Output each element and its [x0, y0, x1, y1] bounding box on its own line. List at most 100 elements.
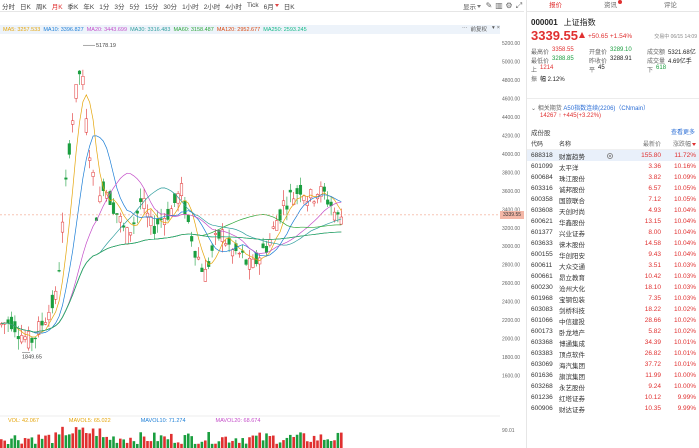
period-tab-label: 15分	[144, 3, 159, 11]
table-row[interactable]: 600173 卧龙地产 5.82 10.02%	[527, 326, 699, 337]
table-row[interactable]: 600906 财达证券 10.35 9.99%	[527, 403, 699, 414]
candle-body	[200, 267, 204, 272]
indicator-icon[interactable]: ▥	[495, 1, 503, 10]
period-tab[interactable]: 30分	[161, 0, 180, 12]
row-code: 603383	[531, 350, 553, 357]
y-axis-label: 1800.00	[502, 355, 520, 361]
period-tab[interactable]: Tick	[245, 0, 262, 12]
table-row[interactable]: 600621 华鑫股份 13.15 10.04%	[527, 216, 699, 227]
table-row[interactable]: 603608 天创时尚 4.93 10.04%	[527, 205, 699, 216]
chevron-down-icon[interactable]: ⌄	[531, 106, 537, 112]
y-axis-label: 2600.00	[502, 281, 520, 287]
ma-legend-close-icon[interactable]: ×	[496, 25, 500, 31]
period-tab[interactable]: 年K	[81, 0, 97, 12]
table-row[interactable]: 601968 宝钢包装 7.35 10.03%	[527, 293, 699, 304]
table-row[interactable]: 603268 永艺股份 9.24 10.00%	[527, 381, 699, 392]
panel-tab[interactable]: 评论	[642, 0, 699, 11]
row-price: 155.80	[641, 152, 661, 159]
row-code: 603069	[531, 361, 553, 368]
adjust-dropdown[interactable]: 前复权	[470, 27, 488, 33]
display-dropdown[interactable]: 显示	[460, 1, 484, 11]
candle-body	[302, 195, 306, 201]
table-row[interactable]: 600358 国旅联合 7.12 10.05%	[527, 194, 699, 205]
related-futures-label: 相关期货	[537, 106, 562, 112]
header-price[interactable]: 最新价	[642, 142, 661, 148]
table-row[interactable]: 601636 旗滨集团 11.99 10.00%	[527, 370, 699, 381]
related-futures-link[interactable]: A50指数连续(2206)（CNmain）	[563, 106, 650, 112]
stat-item: 最低价 3288.85	[531, 56, 589, 65]
table-row[interactable]: 600684 珠江股份 3.82 10.09%	[527, 172, 699, 183]
period-tab[interactable]: 月K	[50, 0, 66, 12]
header-pct[interactable]: 涨跌幅	[661, 139, 698, 148]
chevron-down-icon[interactable]	[274, 4, 279, 7]
table-row[interactable]: 600230 沧州大化 18.10 10.03%	[527, 282, 699, 293]
period-tab[interactable]: 1分	[97, 0, 112, 12]
view-more-link[interactable]: 查看更多	[670, 130, 695, 136]
candle-body	[312, 201, 316, 204]
ma-legend-chevron-icon[interactable]: ▾	[492, 25, 495, 31]
period-tab[interactable]: 6月	[262, 0, 282, 12]
candle-body	[145, 212, 150, 218]
table-row[interactable]: 601099 太平洋 3.36 10.16%	[527, 161, 699, 172]
table-row[interactable]: 603633 徕木股份 14.58 10.04%	[527, 238, 699, 249]
period-tab-label: 5分	[129, 3, 140, 11]
related-futures[interactable]: ⌄ 相关期货 A50指数连续(2206)（CNmain）	[531, 103, 697, 112]
table-row[interactable]: 603383 顶点软件 26.82 10.01%	[527, 348, 699, 359]
candle-body	[111, 202, 116, 214]
table-row[interactable]: 601066 中信建投 28.66 10.02%	[527, 315, 699, 326]
period-tab[interactable]: 2小时	[202, 0, 224, 12]
row-name: 太平洋	[559, 164, 579, 172]
row-name: 华鑫股份	[559, 219, 585, 227]
candle-body	[139, 198, 143, 203]
header-code[interactable]: 代码	[531, 142, 544, 148]
y-axis-label: 2200.00	[502, 318, 520, 324]
volume-bar	[221, 437, 224, 448]
fullscreen-icon[interactable]: ⤢	[515, 0, 523, 10]
panel-tab[interactable]: 资讯	[584, 0, 641, 11]
candle-body	[309, 189, 313, 199]
table-row[interactable]: 603316 诚邦股份 6.57 10.05%	[527, 183, 699, 194]
period-tab[interactable]: 5分	[127, 0, 142, 12]
table-row[interactable]: 603069 海汽集团 37.72 10.01%	[527, 359, 699, 370]
candle-body	[186, 214, 190, 223]
period-tab[interactable]: 1小时	[180, 0, 202, 12]
table-row[interactable]: 601236 红塔证券 10.12 9.99%	[527, 392, 699, 403]
ma-line	[1, 93, 342, 338]
table-row[interactable]: 600611 大众交通 3.51 10.03%	[527, 260, 699, 271]
kline-chart[interactable]: 5200.00 5000.00 4800.00 4600.00 4400.00 4200.…	[0, 34, 524, 448]
table-row[interactable]: 603083 剑桥科技 18.22 10.02%	[527, 304, 699, 315]
panel-tab[interactable]: 报价	[527, 0, 585, 11]
period-tab[interactable]: 15分	[143, 0, 162, 12]
period-tab[interactable]: 季K	[66, 0, 82, 12]
table-row[interactable]: 600661 昂立教育 10.42 10.03%	[527, 271, 699, 282]
table-row[interactable]: 600155 华创阳安 9.43 10.04%	[527, 249, 699, 260]
drawing-tools-icon[interactable]: ✎	[485, 1, 493, 10]
volume-bar	[224, 436, 227, 448]
table-row[interactable]: 601377 兴业证券 8.00 10.04%	[527, 227, 699, 238]
period-tab[interactable]: 日K	[282, 0, 298, 12]
period-tab[interactable]: 分时	[0, 0, 18, 12]
period-tab[interactable]: 周K	[34, 0, 50, 12]
row-price: 13.15	[644, 218, 661, 225]
ma-more-label[interactable]: ···	[462, 25, 468, 31]
period-tab[interactable]: 3分	[112, 0, 127, 12]
volume-bar	[323, 439, 326, 448]
period-tab[interactable]: 4小时	[223, 0, 245, 12]
stats-row: 上 1214 平 45 下 618	[531, 65, 697, 74]
period-tab[interactable]: 日K	[18, 0, 34, 12]
period-tab-label: 1小时	[182, 3, 199, 11]
period-tab-label: 季K	[67, 3, 79, 11]
row-name: 红塔证券	[559, 395, 585, 403]
header-name[interactable]: 名称	[559, 142, 572, 148]
volume-bar	[112, 436, 115, 448]
settings-icon[interactable]: ⚙	[505, 1, 513, 10]
candle-body	[336, 212, 340, 215]
table-row[interactable]: 688318 财富趋势 155.80 11.72%	[527, 150, 699, 161]
row-price: 8.00	[648, 229, 661, 236]
table-row[interactable]: 603368 博通集成 34.39 10.01%	[527, 337, 699, 348]
volume-bar	[333, 440, 336, 448]
volume-bar	[95, 435, 98, 448]
volume-bar	[61, 426, 64, 448]
target-icon[interactable]	[607, 152, 613, 159]
row-name: 旗滨集团	[559, 373, 585, 381]
